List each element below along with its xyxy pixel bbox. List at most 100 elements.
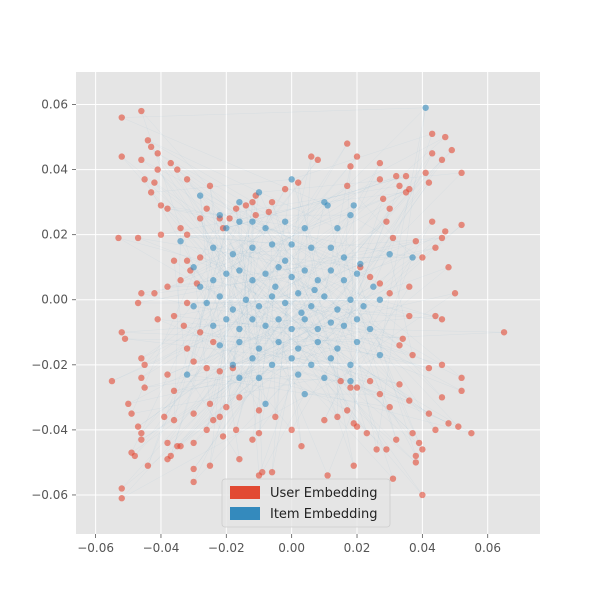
edge-line [199,218,260,349]
edge-line [324,192,407,203]
item-point [203,299,210,307]
edge-line [180,377,240,447]
edge-line [125,338,240,343]
item-point [334,306,341,313]
edge-line [219,345,348,411]
edge-line [193,358,292,444]
user-point [386,205,393,212]
user-point [442,228,449,235]
user-point [249,198,256,206]
item-point [314,277,322,284]
y-axis-ticks: −0.06 −0.04 −0.02 0.00 0.02 0.04 0.06 [31,98,76,502]
edge-line [239,159,443,379]
edge-line [297,159,443,349]
user-point [216,368,223,375]
y-tick-label: 0.02 [41,228,68,242]
item-point [281,218,289,225]
edge-line [121,117,328,206]
edge-line [186,260,305,395]
item-point [324,202,331,209]
user-point [425,410,433,417]
edge-line [291,149,452,359]
edge-line [177,325,345,447]
edge-line [350,299,436,431]
user-point [402,172,410,180]
edge-line [151,179,292,193]
edge-line [337,309,417,457]
edge-line [278,240,416,268]
item-point [242,296,250,303]
edge-line [239,292,456,343]
edge-line [193,247,214,362]
user-point [448,146,455,154]
edge-line [209,270,240,404]
user-point [177,277,184,284]
edge-line [141,299,247,434]
edge-line [265,283,381,405]
user-point [344,140,351,147]
user-point [458,169,465,177]
item-point [236,267,243,274]
edge-line [235,208,266,404]
user-point [164,283,171,290]
user-point [141,384,148,391]
edge-line [389,133,433,255]
item-point [409,254,416,261]
item-point [321,374,328,382]
edge-line [291,306,364,431]
user-point [167,452,174,460]
user-point [125,400,132,408]
item-point [288,241,295,248]
edge-line [232,202,253,365]
edge-line [239,201,371,382]
edge-line [199,286,260,411]
edge-line [235,221,286,430]
item-point [353,270,361,277]
user-point [154,316,161,323]
edge-line [330,162,381,271]
user-point [337,377,344,385]
user-point [134,234,142,242]
edge-line [193,306,292,431]
user-point [115,234,122,242]
edge-line [343,280,420,444]
y-tick-label: 0.00 [41,293,68,307]
user-point [138,355,145,362]
user-point [151,179,158,186]
edge-line [199,107,426,333]
user-point [183,299,191,307]
item-point [190,303,197,310]
edge-line [187,374,390,408]
user-point [170,416,178,424]
edge-line [245,205,381,356]
edge-line [193,306,312,470]
edge-line [239,267,279,398]
edge-line [118,237,240,271]
user-point [412,237,420,245]
user-point [445,420,452,427]
edge-line [193,358,253,483]
user-point [164,371,171,378]
user-point [196,254,204,261]
edge-line [173,348,338,392]
user-point [164,439,171,447]
user-point [206,182,214,190]
user-point [389,234,397,242]
edge-line [258,172,462,379]
edge-line [350,364,358,427]
item-point [301,316,308,323]
x-tick-label: 0.06 [474,541,501,555]
item-point [298,309,305,316]
edge-line [324,299,381,421]
item-point [255,345,263,352]
edge-line [209,185,234,310]
user-point [177,442,184,450]
edge-line [213,247,413,434]
item-point [262,270,269,277]
item-point [376,296,384,303]
edge-line [350,214,423,258]
edge-line [327,175,397,206]
item-point [272,283,279,290]
edge-line [304,228,354,466]
